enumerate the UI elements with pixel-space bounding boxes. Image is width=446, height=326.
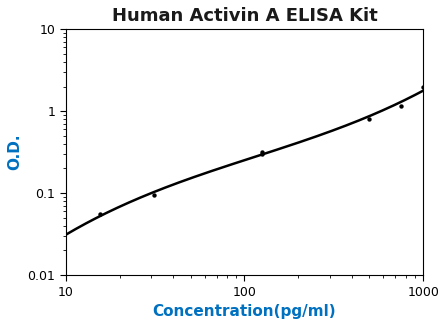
Y-axis label: O.D.: O.D.: [7, 134, 22, 170]
Point: [97, 212, 104, 217]
Point: [258, 149, 265, 155]
Title: Human Activin A ELISA Kit: Human Activin A ELISA Kit: [112, 7, 377, 25]
X-axis label: Concentration(pg/ml): Concentration(pg/ml): [153, 304, 336, 319]
Point: [420, 84, 427, 89]
Point: [150, 192, 157, 198]
Point: [366, 117, 373, 122]
Point: [258, 152, 265, 157]
Point: [397, 104, 405, 109]
